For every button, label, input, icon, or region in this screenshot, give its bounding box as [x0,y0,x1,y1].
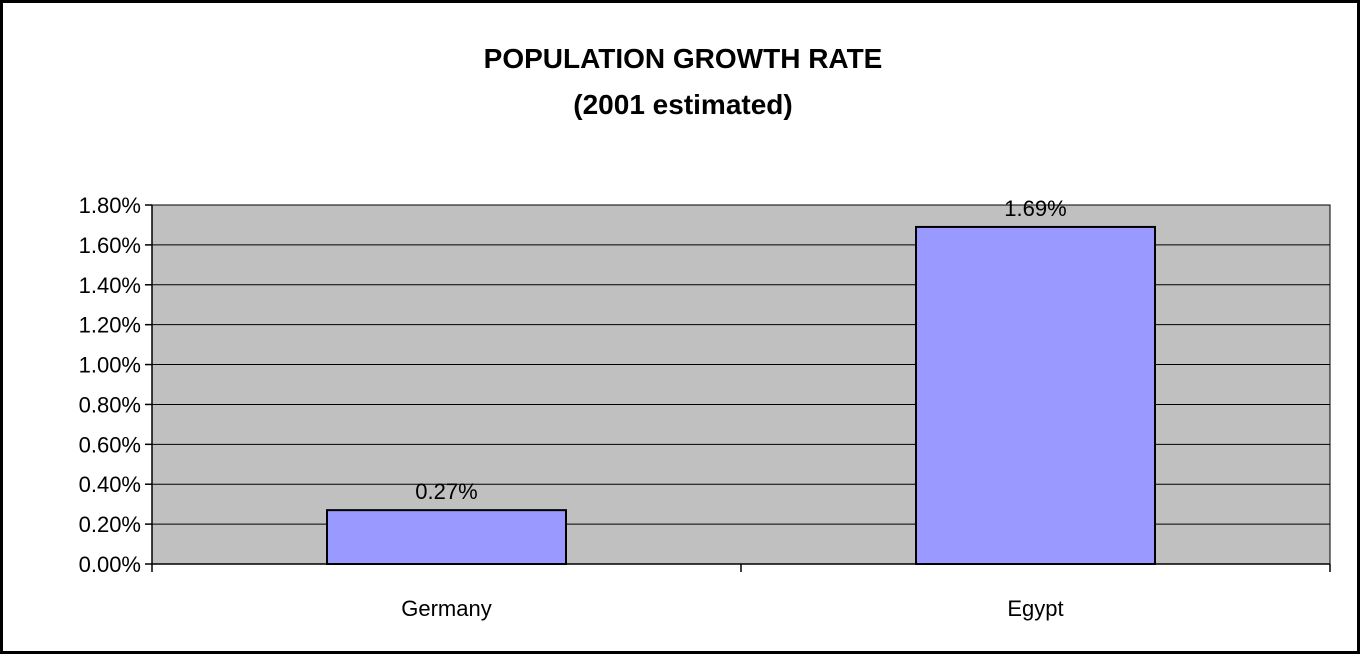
y-tick-label: 1.80% [79,193,141,218]
x-tick-label-germany: Germany [401,596,491,621]
x-tick-labels: Germany Egypt [401,596,1063,621]
y-tick-labels: 0.00% 0.20% 0.40% 0.60% 0.80% 1.00% 1.20% 1.40%… [79,193,141,577]
axes [145,204,1331,572]
chart-subtitle: (2001 estimated) [573,89,792,120]
x-tick-label-egypt: Egypt [1007,596,1063,621]
data-label-egypt: 1.69% [1004,196,1066,221]
y-tick-label: 1.60% [79,233,141,258]
bar-germany [326,509,567,565]
y-tick-label: 0.00% [79,552,141,577]
bar-egypt [915,225,1156,565]
data-labels: 0.27% 1.69% [415,196,1066,504]
chart-title: POPULATION GROWTH RATE [484,43,883,74]
y-tick-label: 0.80% [79,392,141,417]
y-tick-label: 0.40% [79,472,141,497]
data-label-germany: 0.27% [415,479,477,504]
y-tick-label: 1.20% [79,313,141,338]
bars [326,225,1156,565]
y-tick-label: 1.40% [79,273,141,298]
y-tick-label: 0.20% [79,512,141,537]
y-tick-label: 0.60% [79,432,141,457]
y-tick-label: 1.00% [79,353,141,378]
